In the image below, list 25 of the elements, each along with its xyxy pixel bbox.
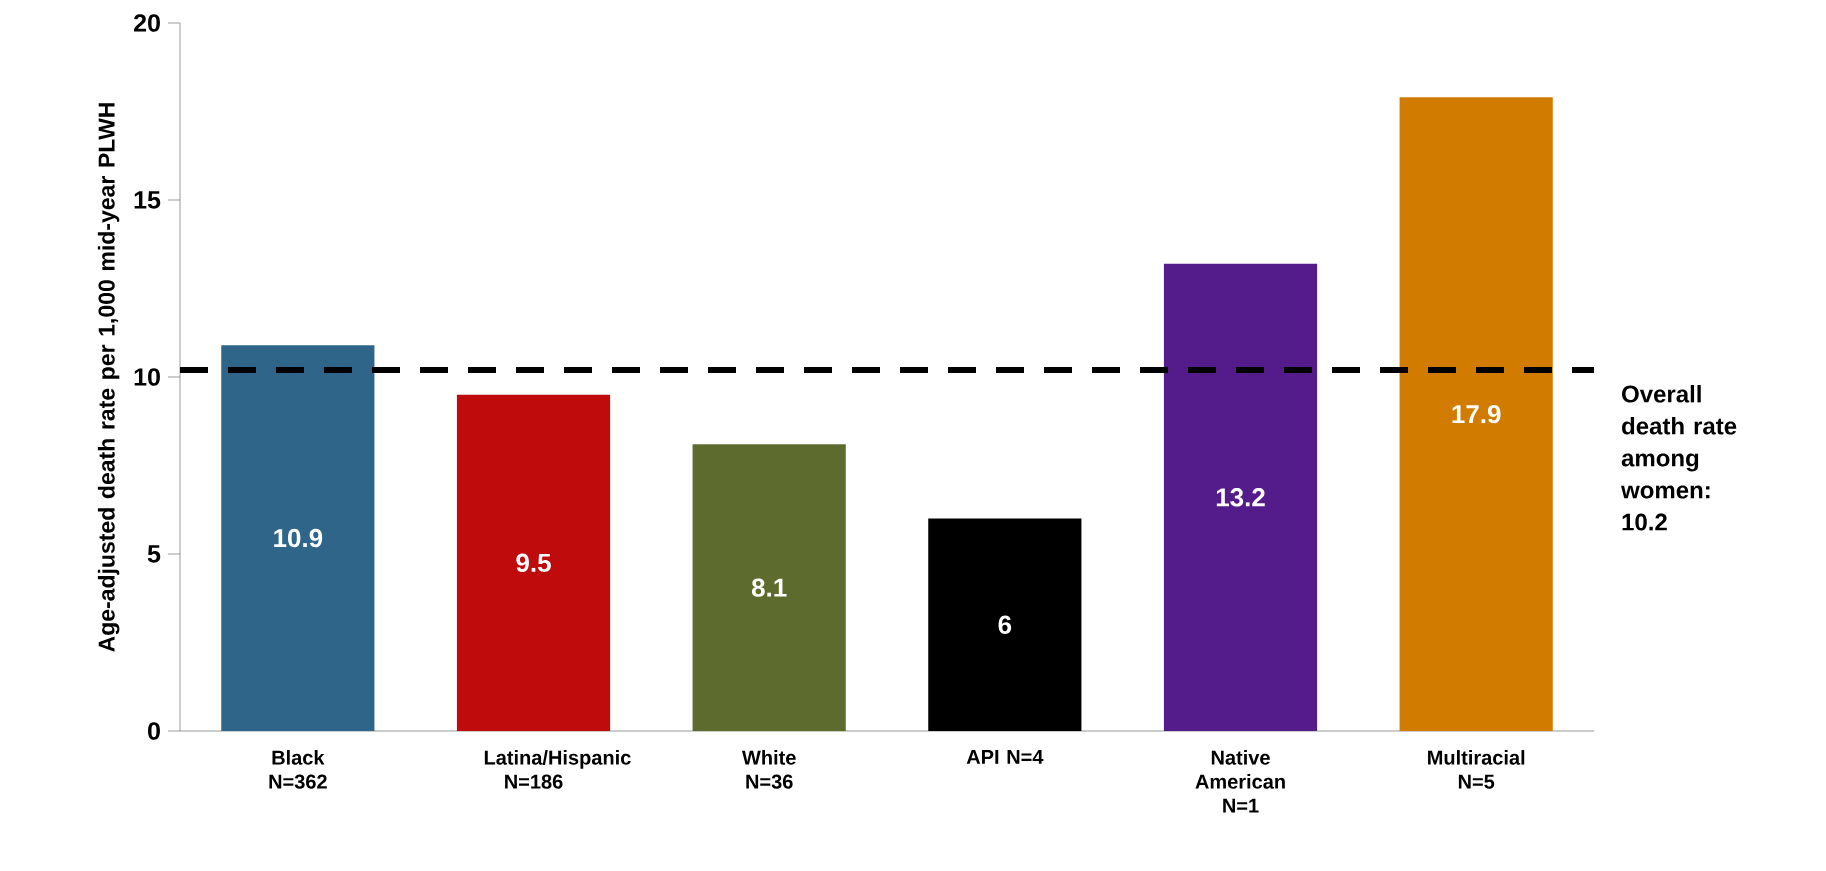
bar [1163, 263, 1318, 731]
y-tick-label: 20 [134, 14, 160, 32]
x-tick-label: API N=4 [966, 750, 1044, 764]
x-tick-label: White N=36 [741, 750, 796, 789]
y-tick-label: 10 [134, 368, 160, 386]
x-tick-label: Black N=362 [269, 750, 327, 789]
data-label: 13.2 [1216, 488, 1265, 507]
y-axis-title: Age-adjusted death rate per 1,000 mid-year PLWH [97, 103, 120, 652]
bar [1399, 97, 1553, 731]
y-tick-label: 5 [147, 545, 161, 563]
data-label: 17.9 [1452, 404, 1501, 424]
x-tick-label: Multiracial N=5 [1428, 750, 1525, 789]
bar [221, 345, 375, 731]
bar [928, 518, 1082, 731]
data-label: 9.5 [516, 553, 551, 573]
y-tick-label: 0 [148, 722, 160, 740]
data-label: 8.1 [751, 578, 787, 597]
x-tick-label: Latina/Hispanic N=186 [484, 750, 631, 789]
y-tick-label: 15 [134, 191, 161, 209]
bar [456, 394, 611, 731]
bar [692, 444, 846, 731]
data-label: 10.9 [274, 528, 323, 548]
x-tick-label: Native American N=1 [1195, 750, 1285, 813]
data-label: 6 [998, 615, 1012, 634]
ref-line-label: Overall death rate among women: 10.2 [1621, 384, 1737, 531]
